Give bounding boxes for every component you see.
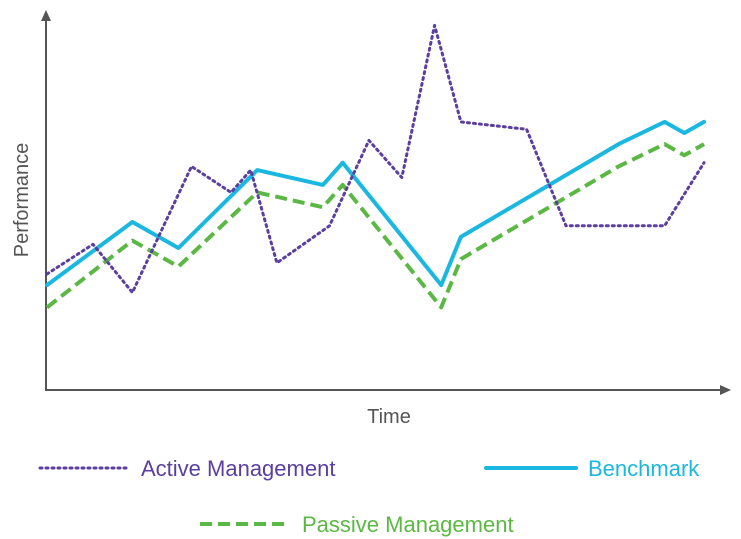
series-line-active-management bbox=[45, 23, 706, 294]
series-line-passive-management bbox=[45, 142, 705, 310]
y-axis-arrow bbox=[41, 10, 51, 21]
axes bbox=[41, 10, 731, 395]
x-axis-label: Time bbox=[367, 406, 411, 428]
legend-label-benchmark: Benchmark bbox=[588, 456, 700, 481]
legend-label-passive-management: Passive Management bbox=[302, 512, 514, 537]
legend-label-active-management: Active Management bbox=[141, 456, 335, 481]
series-line-benchmark bbox=[45, 119, 706, 288]
x-axis-arrow bbox=[720, 385, 731, 395]
legend: Active Management Benchmark Passive Mana… bbox=[38, 456, 700, 537]
y-axis-label: Performance bbox=[11, 143, 33, 258]
series-layer bbox=[45, 23, 706, 310]
